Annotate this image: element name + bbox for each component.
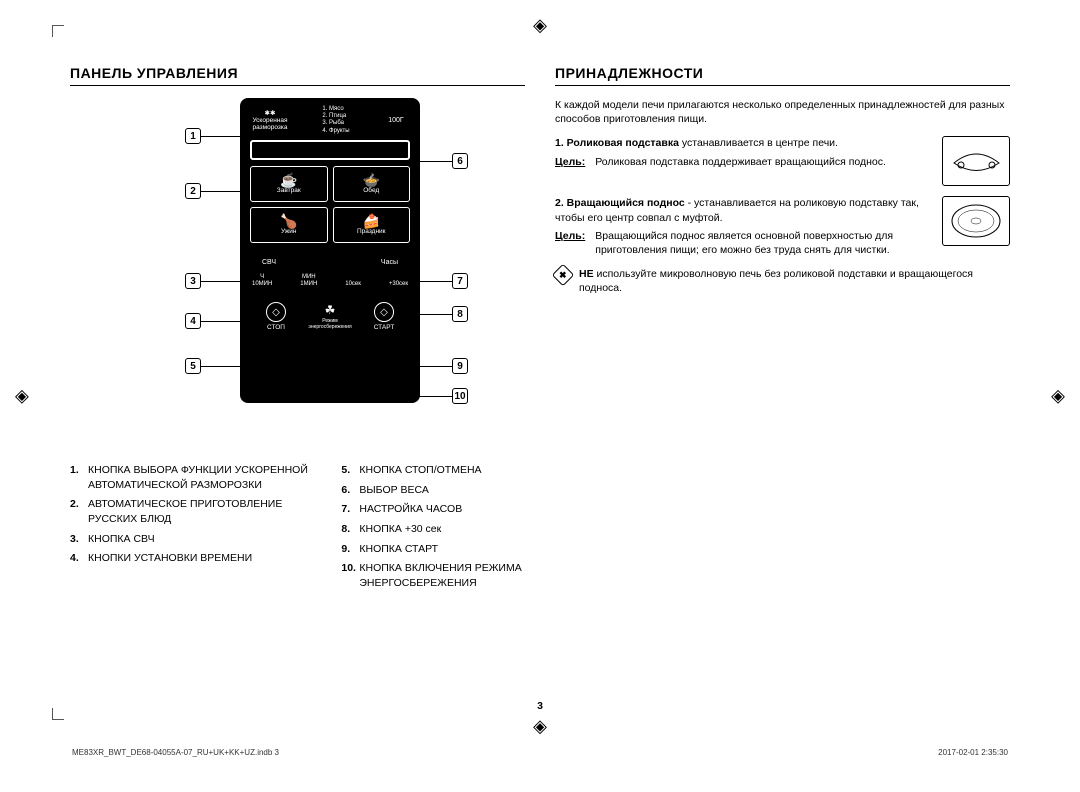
callout-7: 7 [452, 273, 468, 289]
warning-text: используйте микроволновую печь без ролик… [579, 268, 973, 294]
time-10sec-button: 10сек [345, 281, 361, 288]
callout-3: 3 [185, 273, 201, 289]
accessories-intro: К каждой модели печи прилагаются несколь… [555, 98, 1010, 126]
accessory-1-purpose: Роликовая подставка поддерживает вращающ… [595, 155, 930, 169]
accessory-1-block: 1. Роликовая подставка устанавливается в… [555, 136, 1010, 186]
lunch-icon: 🍲 [363, 173, 380, 187]
trim-mark-bl [52, 708, 64, 720]
breakfast-label: Завтрак [277, 187, 301, 194]
defrost-menu-list: 1. Мясо 2. Птица 3. Рыба 4. Фрукты [322, 106, 349, 135]
right-column: ПРИНАДЛЕЖНОСТИ К каждой модели печи прил… [555, 65, 1010, 596]
legend-item: 4.КНОПКИ УСТАНОВКИ ВРЕМЕНИ [70, 551, 323, 566]
legend-item: 5.КНОПКА СТОП/ОТМЕНА [341, 463, 525, 478]
legend-item: 7.НАСТРОЙКА ЧАСОВ [341, 502, 525, 517]
microwave-control-panel: ✱✱ Ускоренная разморозка 1. Мясо 2. Птиц… [240, 98, 420, 403]
callout-6: 6 [452, 153, 468, 169]
legend-list-right: 5.КНОПКА СТОП/ОТМЕНА 6.ВЫБОР ВЕСА 7.НАСТ… [341, 463, 525, 596]
turntable-icon [949, 201, 1004, 241]
accessory-2-title: 2. Вращающийся поднос [555, 197, 685, 209]
clock-button-label: Часы [381, 259, 398, 266]
dinner-icon: 🍗 [280, 214, 297, 228]
eco-icon: ☘ [325, 303, 336, 317]
holiday-icon: 🍰 [363, 214, 380, 228]
registration-mark-bottom: ◈ [533, 716, 547, 737]
roller-ring-icon [949, 143, 1004, 179]
display-window [250, 140, 410, 160]
accessory-2-purpose: Вращающийся поднос является основной пов… [595, 229, 930, 257]
lunch-label: Обед [363, 187, 379, 194]
holiday-button: 🍰Праздник [333, 207, 411, 243]
breakfast-button: ☕Завтрак [250, 166, 328, 202]
start-button: ◇СТАРТ [364, 302, 404, 331]
time-min-button: МИН1МИН [300, 274, 317, 288]
purpose-label: Цель: [555, 229, 585, 257]
stop-icon: ◇ [266, 302, 286, 322]
start-icon: ◇ [374, 302, 394, 322]
callout-5: 5 [185, 358, 201, 374]
legend-item: 10.КНОПКА ВКЛЮЧЕНИЯ РЕЖИМА ЭНЕРГОСБЕРЕЖЕ… [341, 561, 525, 590]
callout-2: 2 [185, 183, 201, 199]
callout-4: 4 [185, 313, 201, 329]
accessory-2-block: 2. Вращающийся поднос - устанавливается … [555, 196, 1010, 257]
left-column: ПАНЕЛЬ УПРАВЛЕНИЯ 1 2 3 4 5 6 7 8 9 10 [70, 65, 525, 596]
page-number: 3 [537, 700, 543, 712]
legend-list-left: 1.КНОПКА ВЫБОРА ФУНКЦИИ УСКОРЕННОЙ АВТОМ… [70, 463, 323, 596]
callout-10: 10 [452, 388, 468, 404]
legend-item: 8.КНОПКА +30 сек [341, 522, 525, 537]
footer-timestamp: 2017-02-01 2:35:30 [938, 748, 1008, 757]
warning-icon: ✖ [552, 264, 575, 287]
holiday-label: Праздник [357, 228, 386, 235]
legend-item: 1.КНОПКА ВЫБОРА ФУНКЦИИ УСКОРЕННОЙ АВТОМ… [70, 463, 323, 492]
snowflake-icon: ✱✱ [250, 109, 290, 117]
registration-mark-left: ◈ [15, 386, 29, 407]
warning-bold: НЕ [579, 268, 594, 280]
weight-100g-button: 100Г [382, 117, 410, 124]
dinner-label: Ужин [281, 228, 296, 235]
registration-mark-top: ◈ [533, 15, 547, 36]
roller-ring-illustration [942, 136, 1010, 186]
quick-defrost-label: Ускоренная разморозка [250, 117, 290, 131]
control-panel-heading: ПАНЕЛЬ УПРАВЛЕНИЯ [70, 65, 525, 86]
breakfast-icon: ☕ [280, 173, 297, 187]
time-30sec-button: +30сек [389, 281, 408, 288]
accessory-1-text: устанавливается в центре печи. [679, 137, 838, 149]
turntable-illustration [942, 196, 1010, 246]
footer-filename: ME83XR_BWT_DE68-04055A-07_RU+UK+KK+UZ.in… [72, 748, 279, 757]
legend-item: 3.КНОПКА СВЧ [70, 532, 323, 547]
time-hour-button: Ч10МИН [252, 274, 272, 288]
stop-button: ◇СТОП [256, 302, 296, 331]
control-panel-diagram: 1 2 3 4 5 6 7 8 9 10 [70, 98, 510, 448]
trim-mark-tl [52, 25, 64, 37]
microwave-button-label: СВЧ [262, 259, 276, 266]
purpose-label: Цель: [555, 155, 585, 169]
warning-block: ✖ НЕ используйте микроволновую печь без … [555, 267, 1010, 295]
accessories-heading: ПРИНАДЛЕЖНОСТИ [555, 65, 1010, 86]
registration-mark-right: ◈ [1051, 386, 1065, 407]
callout-8: 8 [452, 306, 468, 322]
legend-item: 6.ВЫБОР ВЕСА [341, 483, 525, 498]
accessory-1-title: 1. Роликовая подставка [555, 137, 679, 149]
lunch-button: 🍲Обед [333, 166, 411, 202]
eco-mode-button: ☘Режим энергосбережения [310, 303, 350, 330]
callout-1: 1 [185, 128, 201, 144]
legend-item: 2.АВТОМАТИЧЕСКОЕ ПРИГОТОВЛЕНИЕ РУССКИХ Б… [70, 497, 323, 526]
dinner-button: 🍗Ужин [250, 207, 328, 243]
callout-9: 9 [452, 358, 468, 374]
quick-defrost-button: ✱✱ Ускоренная разморозка [250, 109, 290, 131]
legend-item: 9.КНОПКА СТАРТ [341, 542, 525, 557]
